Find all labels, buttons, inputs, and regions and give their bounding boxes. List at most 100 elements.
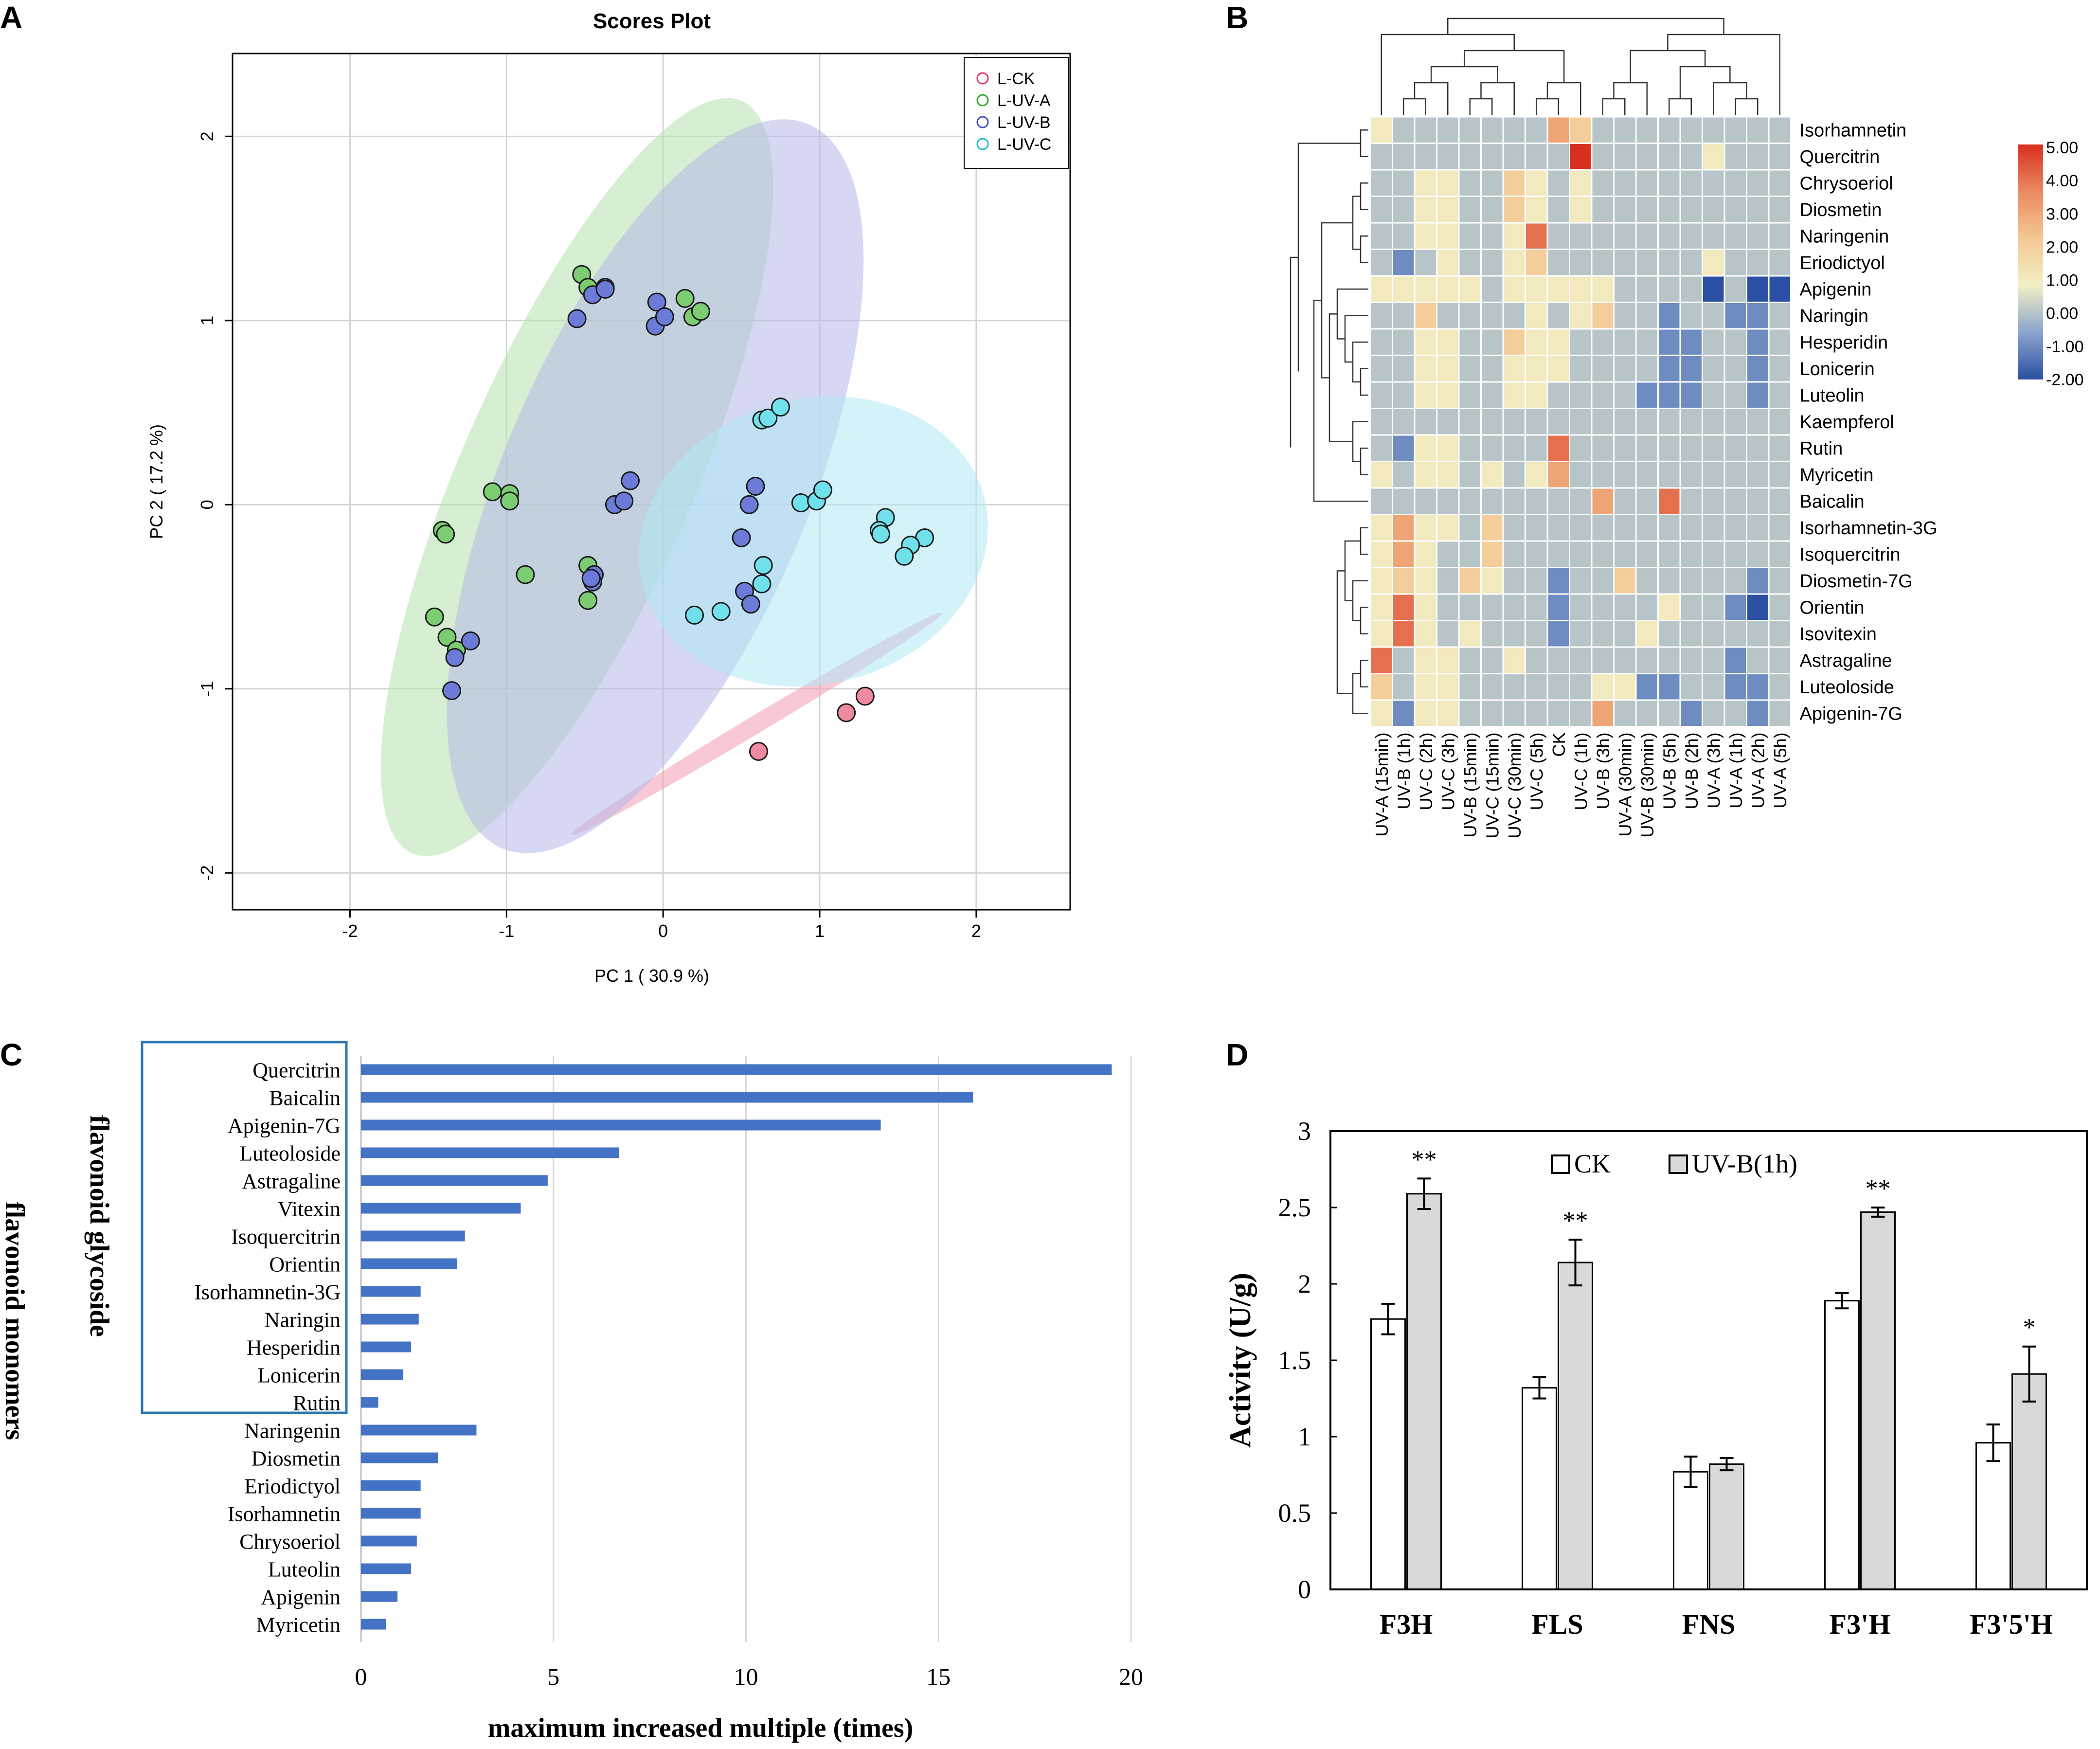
pca-y-label: PC 2 ( 17.2 %) (146, 424, 166, 539)
heatmap-cell (1569, 116, 1593, 144)
heatmap-cell (1502, 222, 1526, 250)
heatmap-cell (1569, 699, 1593, 727)
heatmap-cell (1768, 487, 1792, 515)
heatmap-cell (1392, 302, 1416, 330)
heatmap-cell (1613, 567, 1637, 595)
heatmap-cell (1723, 699, 1747, 727)
legend-label-l-uv-a: L-UV-A (997, 91, 1051, 110)
heatmap-cell (1657, 567, 1681, 595)
row-dendrogram-branch (1360, 129, 1368, 157)
heatmap-cell (1768, 593, 1792, 621)
row-dendrogram-branch (1336, 288, 1368, 340)
heatmap-cell (1569, 169, 1593, 197)
pca-x-tick-label: -1 (499, 921, 514, 941)
heatmap-cell (1392, 143, 1416, 171)
heatmap-cell (1369, 196, 1393, 224)
heatmap-cell (1723, 620, 1747, 648)
significance-marker: * (2023, 1314, 2036, 1342)
row-dendrogram-branch (1313, 299, 1368, 502)
heatmap-cell (1702, 673, 1725, 701)
heatmap-cell (1392, 461, 1416, 489)
heatmap-cell (1458, 355, 1482, 383)
pca-ellipses (380, 98, 988, 856)
heatmap-cell (1723, 116, 1747, 144)
score-point-l-uv-a (483, 482, 502, 502)
heatmap-row-label: Eriodictyol (1800, 253, 1885, 273)
heatmap-cell (1768, 275, 1792, 303)
heatmap-cell (1525, 540, 1548, 568)
heatmap-cell (1546, 514, 1570, 542)
heatmap-cell (1613, 540, 1637, 568)
heatmap-cell (1613, 116, 1637, 144)
heatmap-row-label: Quercitrin (1800, 147, 1880, 167)
heatmap-cell (1613, 143, 1637, 171)
score-point-l-uv-c (771, 397, 790, 417)
heatmap-cell (1414, 620, 1437, 648)
heatmap-cell (1458, 408, 1482, 436)
fold-change-tick-label: 15 (926, 1663, 951, 1690)
fold-change-x-label: maximum increased multiple (times) (488, 1713, 914, 1743)
heatmap-cell (1414, 196, 1437, 224)
heatmap-cell (1480, 699, 1504, 727)
pca-title: Scores Plot (593, 9, 711, 33)
heatmap-cell (1679, 143, 1703, 171)
activity-ticks: 0 0.5 1 1.5 2 2.5 3 F3H FLS FNS F3'H F3'5'H (1278, 1117, 2053, 1640)
heatmap-cell (1525, 355, 1548, 383)
confidence-ellipse-l-uv-b (447, 119, 864, 853)
heatmap-cell (1480, 302, 1504, 330)
heatmap-cell (1392, 169, 1416, 197)
heatmap-cell (1657, 355, 1681, 383)
heatmap-cell (1613, 169, 1637, 197)
heatmap-cell (1679, 487, 1703, 515)
fold-change-bar (361, 1119, 881, 1131)
heatmap-cell (1657, 673, 1681, 701)
heatmap-cell (1392, 249, 1416, 277)
heatmap-cell (1613, 514, 1637, 542)
heatmap-cell (1657, 302, 1681, 330)
column-dendrogram-branch (1669, 98, 1692, 115)
heatmap-cell (1414, 434, 1437, 462)
fold-change-bar (361, 1369, 404, 1380)
heatmap-cell (1768, 143, 1792, 171)
heatmap-cell (1369, 143, 1393, 171)
heatmap-cell (1768, 620, 1792, 648)
score-point-l-uv-c (752, 574, 772, 594)
heatmap-cell (1458, 540, 1482, 568)
heatmap-cell (1591, 699, 1615, 727)
score-point-l-uv-b (746, 476, 765, 496)
heatmap-cell (1679, 275, 1703, 303)
heatmap-cell (1369, 408, 1393, 436)
heatmap-cell (1657, 249, 1681, 277)
heatmap-cell (1414, 302, 1437, 330)
heatmap-cell (1458, 434, 1482, 462)
heatmap-column-label: UV-B (2h) (1682, 733, 1702, 810)
activity-category-label: F3'5'H (1970, 1608, 2053, 1640)
pca-plot-frame (232, 53, 1071, 911)
heatmap-cell (1723, 143, 1747, 171)
row-dendrogram-branch (1336, 570, 1353, 694)
fold-change-bar (361, 1563, 411, 1574)
heatmap-cell (1569, 381, 1593, 409)
heatmap-cell (1679, 355, 1703, 383)
heatmap-cell (1569, 143, 1593, 171)
score-point-l-uv-a (425, 607, 444, 627)
heatmap-cell (1525, 302, 1548, 330)
heatmap-column-label: UV-A (5h) (1770, 733, 1790, 809)
heatmap-cell (1546, 699, 1570, 727)
heatmap-cell (1369, 514, 1393, 542)
heatmap-cell (1502, 646, 1526, 674)
activity-error-bar (1684, 1455, 1698, 1488)
heatmap-cell (1635, 646, 1659, 674)
fold-change-category-label: Chrysoeriol (239, 1530, 341, 1554)
heatmap-cell (1569, 408, 1593, 436)
heatmap-cell (1436, 381, 1460, 409)
heatmap-cell (1436, 408, 1460, 436)
heatmap-cell (1458, 143, 1482, 171)
activity-error-bar (1871, 1207, 1885, 1218)
heatmap-cell (1480, 514, 1504, 542)
heatmap-cell (1480, 620, 1504, 648)
fold-change-bar (361, 1203, 521, 1214)
heatmap-cell (1679, 328, 1703, 356)
heatmap-cell (1502, 434, 1526, 462)
heatmap-cell (1702, 434, 1725, 462)
